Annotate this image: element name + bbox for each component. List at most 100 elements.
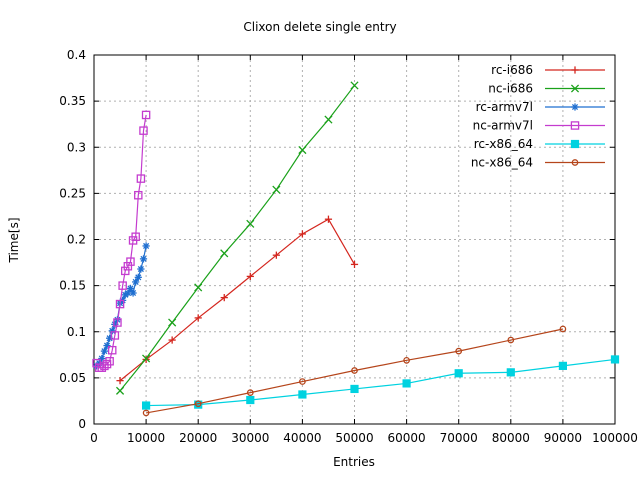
- data-point-marker: [571, 159, 579, 166]
- data-point-marker: [298, 230, 306, 238]
- legend-label-rc-x86_64: rc-x86_64: [474, 137, 533, 151]
- data-point-marker: [131, 232, 140, 241]
- data-point-marker: [100, 347, 109, 355]
- data-point-marker: [118, 281, 127, 290]
- data-point-marker: [126, 257, 135, 266]
- data-point-marker: [134, 273, 142, 281]
- x-axis-label: Entries: [333, 455, 375, 469]
- data-point-marker: [115, 386, 125, 395]
- data-point-marker: [220, 294, 228, 302]
- y-tick-labels: 0 0.05 0.1 0.15 0.2 0.25 0.3 0.35 0.4: [59, 48, 86, 431]
- x-tick-label: 0: [90, 431, 98, 445]
- data-point-marker: [298, 145, 307, 155]
- x-tick-label: 10000: [127, 431, 165, 445]
- data-point-marker: [246, 395, 255, 405]
- series-line: [96, 114, 147, 369]
- data-point-marker: [168, 336, 176, 344]
- series-line: [145, 328, 564, 414]
- y-tick-label: 0: [78, 417, 86, 431]
- data-point-marker: [139, 255, 148, 263]
- legend-label-rc-armv7l: rc-armv7l: [476, 100, 533, 114]
- data-point-marker: [134, 190, 143, 200]
- y-tick-label: 0.05: [59, 371, 86, 385]
- series-nc-x86_64: [142, 325, 567, 417]
- data-point-marker: [403, 356, 410, 364]
- y-tick-label: 0.2: [67, 233, 86, 247]
- x-tick-label: 70000: [440, 431, 478, 445]
- data-point-marker: [194, 400, 202, 408]
- data-point-marker: [610, 355, 620, 364]
- x-tick-label: 60000: [388, 431, 426, 445]
- data-point-marker: [350, 384, 359, 394]
- legend: rc-i686 nc-i686 rc-armv7l nc-armv7l rc-x86_6…: [471, 63, 605, 170]
- x-tick-label: 20000: [179, 431, 217, 445]
- data-point-marker: [139, 126, 148, 135]
- data-point-marker: [129, 289, 137, 297]
- data-point-marker: [571, 103, 579, 111]
- data-point-marker: [558, 361, 567, 370]
- data-point-marker: [107, 345, 117, 355]
- legend-label-nc-armv7l: nc-armv7l: [473, 119, 533, 133]
- data-point-marker: [402, 379, 411, 388]
- series-line: [119, 218, 356, 382]
- y-tick-label: 0.3: [67, 140, 86, 154]
- x-tick-label: 80000: [492, 431, 530, 445]
- y-tick-label: 0.15: [59, 279, 86, 293]
- data-point-marker: [194, 314, 202, 322]
- data-point-marker: [106, 334, 114, 342]
- data-point-marker: [113, 318, 122, 327]
- data-point-marker: [141, 110, 151, 120]
- data-point-marker: [194, 283, 203, 292]
- data-point-marker: [123, 262, 133, 271]
- data-point-marker: [298, 390, 307, 399]
- data-point-marker: [137, 265, 145, 273]
- data-point-marker: [507, 336, 515, 344]
- data-point-marker: [100, 361, 109, 371]
- data-point-marker: [142, 242, 150, 250]
- data-point-marker: [454, 369, 463, 378]
- series-layer: [92, 81, 620, 417]
- data-point-marker: [571, 66, 579, 74]
- data-point-marker: [115, 299, 125, 309]
- series-nc-armv7l: [92, 110, 151, 372]
- data-point-marker: [272, 251, 280, 259]
- data-point-marker: [246, 219, 255, 228]
- x-tick-label: 100000: [592, 431, 638, 445]
- tick-layer: [93, 54, 616, 425]
- data-point-marker: [108, 327, 116, 335]
- data-point-marker: [455, 347, 463, 355]
- data-point-marker: [324, 215, 333, 223]
- x-tick-label: 50000: [335, 431, 373, 445]
- data-point-marker: [324, 115, 333, 124]
- data-point-marker: [116, 377, 124, 385]
- data-point-marker: [272, 185, 281, 194]
- data-point-marker: [110, 331, 120, 340]
- series-rc-i686: [116, 215, 359, 385]
- data-point-marker: [142, 354, 151, 363]
- data-point-marker: [570, 84, 580, 93]
- x-tick-labels: 0 10000 20000 30000 40000 50000 60000 70000 8000…: [90, 431, 638, 445]
- data-point-marker: [121, 266, 130, 276]
- series-line: [146, 358, 616, 407]
- y-axis-label: Time[s]: [7, 218, 21, 264]
- legend-label-nc-x86_64: nc-x86_64: [471, 156, 533, 170]
- series-nc-i686: [115, 81, 359, 395]
- data-point-marker: [559, 325, 567, 333]
- data-point-marker: [246, 389, 254, 396]
- data-point-marker: [103, 341, 111, 350]
- series-rc-x86_64: [142, 355, 620, 410]
- data-point-marker: [102, 359, 112, 369]
- x-tick-label: 40000: [283, 431, 321, 445]
- y-tick-label: 0.4: [67, 48, 86, 62]
- x-tick-label: 30000: [231, 431, 269, 445]
- data-point-marker: [351, 367, 358, 374]
- data-point-marker: [220, 249, 229, 258]
- data-point-marker: [350, 81, 359, 90]
- data-point-marker: [570, 139, 580, 149]
- data-point-marker: [142, 401, 151, 410]
- legend-label-rc-i686: rc-i686: [491, 63, 533, 77]
- data-point-marker: [168, 318, 177, 327]
- data-point-marker: [142, 409, 150, 417]
